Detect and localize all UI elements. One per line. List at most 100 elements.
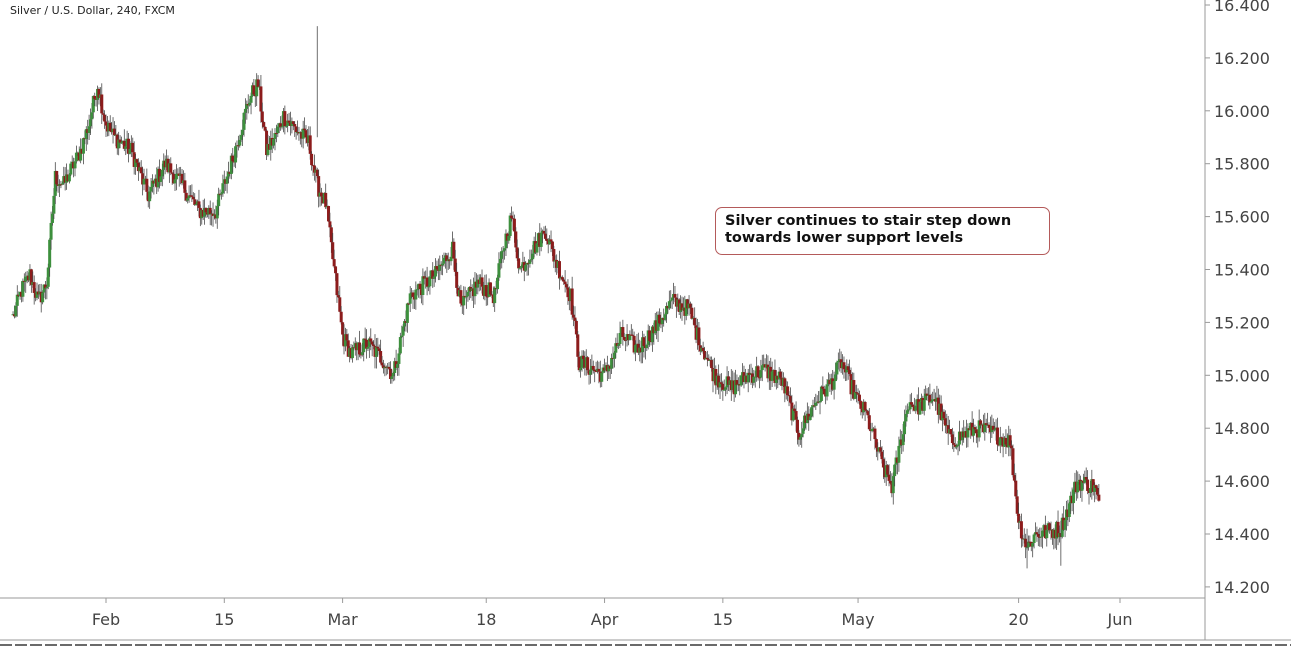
candle-body: [759, 370, 763, 378]
candle-body: [801, 428, 805, 434]
y-tick-label: 16.400: [1214, 0, 1270, 15]
candle-body: [632, 335, 636, 353]
candle-body: [783, 378, 787, 394]
y-tick-label: 16.200: [1214, 49, 1270, 68]
candle-body: [91, 95, 95, 113]
candle-body: [283, 111, 287, 127]
candle-body: [548, 239, 552, 245]
candle-body: [943, 418, 947, 426]
candle-body: [414, 289, 418, 300]
candle-body: [134, 159, 138, 167]
candle-body: [215, 206, 219, 219]
candle-body: [465, 296, 469, 298]
candle-body: [977, 420, 981, 438]
candle-body: [573, 317, 577, 321]
candle-body: [312, 165, 316, 173]
candle-body: [705, 357, 709, 360]
candle-body: [621, 327, 625, 337]
x-tick-label: Feb: [92, 610, 120, 629]
candle-body: [425, 277, 429, 287]
candle-body: [139, 167, 143, 174]
candle-body: [628, 334, 632, 341]
candle-body: [512, 218, 516, 232]
candle-body: [496, 277, 500, 290]
candle-body: [103, 114, 107, 122]
candle-body: [786, 386, 790, 396]
candle-body: [265, 130, 269, 156]
candle-body: [853, 392, 857, 399]
candle-body: [690, 307, 694, 319]
candle-body: [966, 428, 970, 438]
candle-body: [667, 301, 671, 309]
candle-body: [274, 133, 278, 135]
candle-body: [339, 311, 343, 323]
candle-body: [814, 402, 818, 406]
candle-body: [87, 126, 91, 133]
candle-body: [331, 242, 335, 260]
candle-body: [287, 120, 291, 123]
candle-body: [918, 401, 922, 415]
candle-body: [752, 376, 756, 383]
candle-body: [390, 376, 394, 379]
y-tick-label: 16.000: [1214, 102, 1270, 121]
candle-body: [580, 355, 584, 368]
candle-body: [350, 347, 354, 359]
candle-body: [501, 250, 505, 252]
candle-body: [249, 95, 253, 103]
candle-body: [645, 344, 649, 349]
candle-body: [217, 193, 221, 207]
candle-body: [576, 334, 580, 357]
candle-body: [315, 169, 319, 177]
candle-body: [101, 113, 105, 115]
candle-body: [59, 184, 63, 186]
candle-body: [1067, 503, 1071, 518]
candle-body: [907, 409, 911, 411]
candle-body: [1011, 448, 1015, 476]
candle-body: [365, 339, 369, 349]
candle-body: [1015, 496, 1019, 514]
candle-body: [859, 401, 863, 409]
candle-body: [867, 415, 871, 430]
candle-body: [186, 198, 190, 201]
candle-body: [987, 424, 991, 428]
candle-body: [194, 204, 198, 206]
candle-body: [597, 368, 601, 372]
candle-body: [594, 371, 598, 373]
candle-body: [280, 126, 284, 128]
candle-body: [832, 381, 836, 390]
candle-body: [993, 429, 997, 431]
candle-body: [673, 293, 677, 298]
candle-body: [794, 411, 798, 420]
candle-body: [924, 393, 928, 401]
candle-body: [870, 428, 874, 432]
candle-body: [438, 264, 442, 271]
candle-body: [811, 405, 815, 408]
candle-body: [865, 410, 868, 412]
x-tick-label: Apr: [591, 610, 619, 629]
candle-body: [624, 339, 628, 341]
candle-body: [565, 284, 569, 288]
candle-body: [529, 259, 533, 261]
candle-body: [545, 238, 549, 241]
candle-body: [507, 235, 511, 241]
candle-body: [415, 289, 419, 291]
candle-body: [358, 342, 361, 355]
candle-body: [229, 155, 233, 174]
candle-body: [1024, 538, 1028, 548]
candle-body: [286, 120, 290, 126]
candle-body: [1035, 532, 1039, 534]
candle-body: [400, 335, 404, 338]
candle-body: [931, 399, 935, 402]
candle-body: [949, 429, 953, 435]
candle-body: [770, 371, 774, 381]
candle-body: [29, 269, 33, 285]
candle-body: [324, 192, 328, 208]
candle-body: [904, 413, 908, 422]
candle-body: [848, 369, 852, 375]
candle-body: [112, 128, 116, 136]
candle-body: [497, 263, 501, 278]
candle-body: [149, 186, 153, 192]
candle-body: [397, 353, 401, 364]
candle-body: [800, 433, 804, 438]
candle-body: [208, 207, 212, 214]
